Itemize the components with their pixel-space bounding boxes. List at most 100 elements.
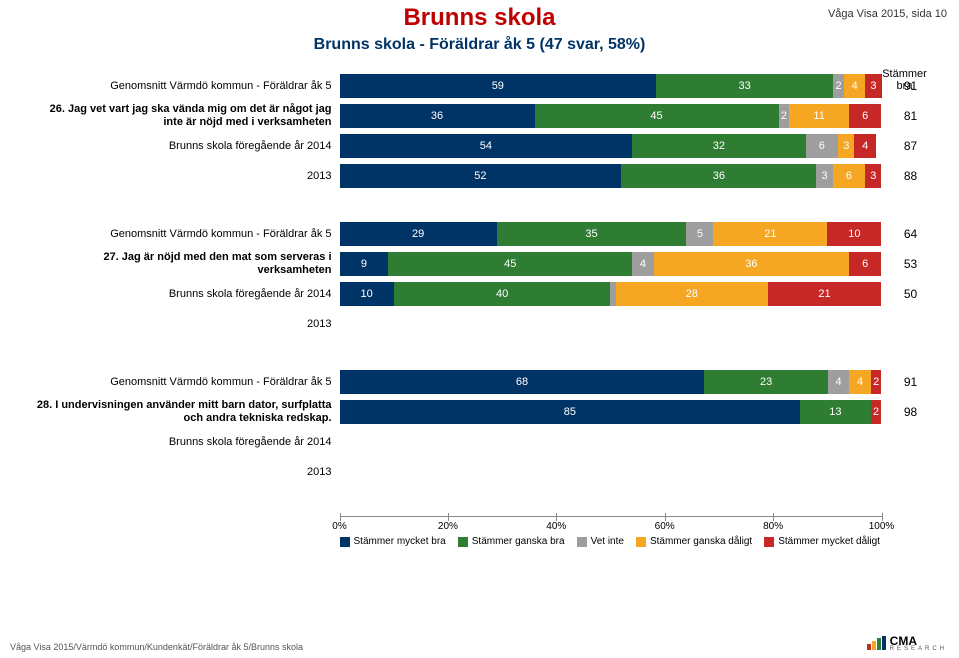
logo-bar xyxy=(867,644,871,650)
logo-sub: RESEARCH xyxy=(890,646,947,652)
bar-segment: 2 xyxy=(833,74,844,98)
bar-segment: 3 xyxy=(865,74,881,98)
page-title: Brunns skola xyxy=(0,4,959,32)
legend-label: Stämmer ganska bra xyxy=(472,536,565,547)
bar-segment: 4 xyxy=(828,370,849,394)
row-label: Brunns skola föregående år 2014 xyxy=(30,140,340,153)
bar-segment: 4 xyxy=(849,370,870,394)
logo-bar xyxy=(872,641,876,650)
axis-tick-label: 60% xyxy=(655,521,675,532)
chart-row: 27. Jag är nöjd med den mat som serveras… xyxy=(30,250,930,278)
bar-segment: 4 xyxy=(854,134,876,158)
row-label: 26. Jag vet vart jag ska vända mig om de… xyxy=(30,103,340,128)
bar-segment: 4 xyxy=(844,74,865,98)
bar-segment: 33 xyxy=(656,74,833,98)
chart-row: 26. Jag vet vart jag ska vända mig om de… xyxy=(30,102,930,130)
legend-label: Stämmer ganska dåligt xyxy=(650,536,752,547)
chart-row: Brunns skola föregående år 2014543263487 xyxy=(30,132,930,160)
bar-segment: 59 xyxy=(340,74,657,98)
legend: Stämmer mycket bra Stämmer ganska bra Vet … xyxy=(340,536,920,547)
bar-segment: 40 xyxy=(394,282,611,306)
chart-row: 2013 xyxy=(30,458,930,486)
bar-segment: 36 xyxy=(621,164,816,188)
stacked-bar: 36452116 xyxy=(340,104,882,128)
chart-row: 2013 xyxy=(30,310,930,338)
bar-segment: 3 xyxy=(816,164,832,188)
row-label: Brunns skola föregående år 2014 xyxy=(30,436,340,449)
row-label: Genomsnitt Värmdö kommun - Föräldrar åk … xyxy=(30,80,340,93)
chart-row: Genomsnitt Värmdö kommun - Föräldrar åk … xyxy=(30,72,930,100)
legend-label: Stämmer mycket bra xyxy=(354,536,446,547)
bar-segment: 2 xyxy=(871,370,882,394)
legend-label: Stämmer mycket dåligt xyxy=(778,536,880,547)
stacked-bar: 9454366 xyxy=(340,252,882,276)
row-score: 87 xyxy=(882,139,930,153)
bar-segment: 36 xyxy=(340,104,535,128)
title-block: Brunns skola Brunns skola - Föräldrar åk… xyxy=(0,0,959,54)
chart-row: 2013523636388 xyxy=(30,162,930,190)
question-group: Genomsnitt Värmdö kommun - Föräldrar åk … xyxy=(30,220,930,338)
bar-segment: 29 xyxy=(340,222,497,246)
bar-segment: 32 xyxy=(632,134,805,158)
bar-segment: 21 xyxy=(713,222,827,246)
bar-segment: 4 xyxy=(632,252,654,276)
legend-item: Stämmer ganska bra xyxy=(458,536,565,547)
stacked-bar: 5432634 xyxy=(340,134,882,158)
bar-segment: 52 xyxy=(340,164,622,188)
legend-swatch xyxy=(340,537,350,547)
row-label: 28. I undervisningen använder mitt barn … xyxy=(30,399,340,424)
x-axis: 0%20%40%60%80%100% xyxy=(340,516,882,534)
bar-segment: 2 xyxy=(779,104,790,128)
logo-bar xyxy=(877,638,881,650)
row-score: 88 xyxy=(882,169,930,183)
bar-segment: 6 xyxy=(849,252,882,276)
bar-segment: 10 xyxy=(340,282,394,306)
axis-tick-label: 20% xyxy=(438,521,458,532)
bar-segment: 3 xyxy=(865,164,881,188)
row-score: 64 xyxy=(882,227,930,241)
score-header: Stämmerbra xyxy=(880,68,930,92)
bar-segment: 68 xyxy=(340,370,705,394)
page-subtitle: Brunns skola - Föräldrar åk 5 (47 svar, … xyxy=(0,36,959,54)
legend-swatch xyxy=(636,537,646,547)
row-label: 2013 xyxy=(30,466,340,479)
row-label: Brunns skola föregående år 2014 xyxy=(30,288,340,301)
bar-segment: 6 xyxy=(849,104,882,128)
legend-item: Stämmer mycket dåligt xyxy=(764,536,880,547)
bar-segment: 2 xyxy=(871,400,882,424)
stacked-bar: 5933243 xyxy=(340,74,882,98)
question-group: Genomsnitt Värmdö kommun - Föräldrar åk … xyxy=(30,368,930,486)
chart: Stämmerbra Genomsnitt Värmdö kommun - Fö… xyxy=(30,72,930,547)
legend-label: Vet inte xyxy=(591,536,624,547)
bar-segment: 5 xyxy=(686,222,713,246)
bar-segment: 9 xyxy=(340,252,389,276)
bar-segment: 13 xyxy=(800,400,870,424)
row-score: 91 xyxy=(882,375,930,389)
cma-logo: CMA RESEARCH xyxy=(867,634,947,652)
bar-segment: 36 xyxy=(654,252,849,276)
legend-item: Stämmer ganska dåligt xyxy=(636,536,752,547)
page-tag: Våga Visa 2015, sida 10 xyxy=(828,8,947,20)
axis-tick-label: 0% xyxy=(332,521,346,532)
question-group: Genomsnitt Värmdö kommun - Föräldrar åk … xyxy=(30,72,930,190)
stacked-bar: 293552110 xyxy=(340,222,882,246)
footer-path: Våga Visa 2015/Värmdö kommun/Kundenkät/F… xyxy=(10,642,303,652)
legend-swatch xyxy=(458,537,468,547)
stacked-bar xyxy=(340,312,882,336)
stacked-bar xyxy=(340,460,882,484)
row-label: 27. Jag är nöjd med den mat som serveras… xyxy=(30,251,340,276)
stacked-bar: 6823442 xyxy=(340,370,882,394)
bar-segment: 11 xyxy=(789,104,849,128)
bar-segment: 28 xyxy=(616,282,768,306)
chart-row: Genomsnitt Värmdö kommun - Föräldrar åk … xyxy=(30,368,930,396)
chart-row: Brunns skola föregående år 2014 xyxy=(30,428,930,456)
bar-segment: 54 xyxy=(340,134,633,158)
bar-segment: 45 xyxy=(535,104,779,128)
legend-swatch xyxy=(764,537,774,547)
bar-segment: 6 xyxy=(833,164,866,188)
row-label: 2013 xyxy=(30,318,340,331)
row-score: 81 xyxy=(882,109,930,123)
bar-segment: 35 xyxy=(497,222,687,246)
stacked-bar: 5236363 xyxy=(340,164,882,188)
bar-segment: 10 xyxy=(827,222,881,246)
